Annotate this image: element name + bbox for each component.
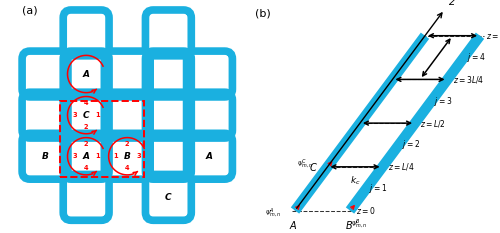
Text: 3: 3 (72, 112, 76, 118)
Text: B: B (124, 152, 130, 161)
Text: $z=L/4$: $z=L/4$ (388, 161, 414, 172)
Text: $A$: $A$ (290, 219, 298, 231)
Text: $j=2$: $j=2$ (402, 138, 420, 151)
Text: $\psi^C_{m,n}$: $\psi^C_{m,n}$ (297, 158, 314, 171)
Text: 2: 2 (125, 141, 130, 147)
Text: B: B (42, 152, 48, 161)
Text: 2: 2 (84, 141, 88, 147)
Text: $j=1$: $j=1$ (369, 182, 388, 195)
Text: (b): (b) (255, 8, 271, 18)
Text: 4: 4 (84, 165, 88, 171)
Text: $\psi^A_{m,n}$: $\psi^A_{m,n}$ (264, 206, 281, 219)
Text: 4: 4 (84, 100, 88, 106)
Text: (a): (a) (22, 6, 38, 15)
Text: 2: 2 (84, 124, 88, 130)
Text: 1: 1 (96, 153, 100, 159)
Text: $j=3$: $j=3$ (434, 95, 453, 108)
Text: A: A (82, 152, 89, 161)
Text: $j=4$: $j=4$ (467, 51, 485, 64)
Bar (60, 101, 144, 177)
Text: C: C (83, 111, 89, 120)
Text: 3: 3 (72, 153, 76, 159)
Text: 1: 1 (113, 153, 118, 159)
Text: A: A (82, 69, 89, 79)
Text: C: C (165, 193, 172, 202)
Text: 4: 4 (125, 165, 130, 171)
Text: $B$: $B$ (344, 219, 353, 231)
Text: $C$: $C$ (310, 161, 318, 173)
Text: $k_c$: $k_c$ (350, 174, 360, 187)
Text: A: A (206, 152, 213, 161)
Text: $z=L/2$: $z=L/2$ (420, 118, 446, 129)
Text: $z=L$: $z=L$ (486, 30, 500, 41)
Text: $z=3L/4$: $z=3L/4$ (453, 74, 484, 85)
Text: 1: 1 (96, 112, 100, 118)
Text: $z=0$: $z=0$ (356, 205, 375, 216)
Text: $\psi^B_{m,n}$: $\psi^B_{m,n}$ (351, 218, 368, 231)
Text: 3: 3 (136, 153, 141, 159)
Text: $z$: $z$ (448, 0, 456, 7)
